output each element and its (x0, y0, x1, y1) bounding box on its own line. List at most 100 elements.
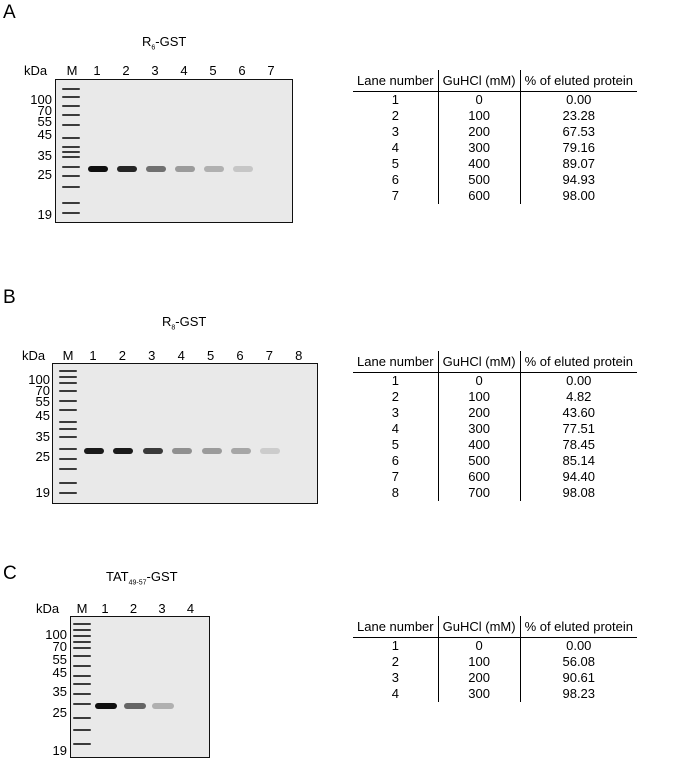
cell-guhcl: 200 (437, 670, 521, 686)
ladder-band (59, 382, 77, 384)
protein-band (123, 703, 146, 709)
cell-lane-number: 3 (391, 405, 399, 420)
ladder-band (62, 202, 80, 204)
table-row: 4 300 98.23 (353, 686, 637, 702)
gel-image (52, 363, 318, 504)
protein-band (146, 166, 166, 172)
cell-lane-number: 7 (391, 188, 399, 203)
cell-guhcl: 0 (437, 372, 521, 389)
cell-eluted-protein: 4.82 (519, 389, 637, 405)
title-main: R (162, 314, 172, 329)
cell-eluted-protein: 0.00 (519, 637, 637, 654)
ladder-band (73, 623, 91, 625)
cell-lane-number: 7 (391, 469, 399, 484)
cell-guhcl: 400 (437, 156, 521, 172)
title-main: TAT (106, 569, 129, 584)
cell-eluted-protein: 79.16 (519, 140, 637, 156)
cell-eluted-protein: 77.51 (519, 421, 637, 437)
cell-lane-number: 5 (391, 437, 399, 452)
cell-eluted-protein: 78.45 (519, 437, 637, 453)
ladder-band (59, 421, 77, 423)
kda-label: kDa (24, 63, 48, 78)
lane-label: 8 (295, 348, 303, 363)
ladder-band (73, 693, 91, 695)
gel-title: TAT49-57-GST (106, 569, 178, 587)
ladder-band (62, 105, 80, 107)
lane-label: 6 (236, 348, 244, 363)
ladder-band (59, 370, 77, 372)
cell-lane-number: 6 (391, 453, 399, 468)
protein-band (204, 166, 224, 172)
mw-label: 35 (37, 148, 52, 163)
cell-lane-number: 1 (391, 92, 399, 107)
elution-table: Lane number GuHCl (mM) % of eluted prote… (353, 351, 637, 501)
protein-band (142, 448, 163, 454)
table-row: 7 600 98.00 (353, 188, 637, 204)
cell-guhcl: 600 (437, 188, 521, 204)
lane-label: 2 (129, 601, 138, 616)
ladder-band (59, 482, 77, 484)
table-row: 6 500 85.14 (353, 453, 637, 469)
cell-eluted-protein: 98.23 (519, 686, 637, 702)
ladder-band (73, 647, 91, 649)
cell-guhcl: 100 (437, 108, 521, 124)
marker-lane-label: M (66, 63, 78, 78)
mw-label: 45 (37, 127, 52, 142)
header-guhcl: GuHCl (mM) (437, 351, 521, 373)
mw-label: 70 (35, 383, 50, 398)
table-row: 2 100 56.08 (353, 654, 637, 670)
ladder-band (73, 683, 91, 685)
ladder-band (59, 400, 77, 402)
protein-band (88, 166, 108, 172)
lane-label: 4 (177, 348, 185, 363)
header-guhcl: GuHCl (mM) (437, 70, 521, 92)
gel-title: R6-GST (142, 34, 186, 52)
mw-label: 19 (52, 743, 67, 758)
table-body: 1 0 0.00 2 100 4.82 3 200 43.60 4 300 77.51 5 400 78.4… (353, 372, 637, 501)
ladder-band (73, 729, 91, 731)
lane-label: 1 (93, 63, 101, 78)
cell-guhcl: 300 (437, 686, 521, 702)
cell-guhcl: 600 (437, 469, 521, 485)
mw-label: 35 (52, 684, 67, 699)
title-subscript: 49-57 (128, 579, 147, 587)
cell-lane-number: 4 (391, 686, 399, 701)
protein-band (113, 448, 134, 454)
lane-label: 5 (206, 348, 215, 363)
lane-label: 2 (122, 63, 130, 78)
ladder-band (73, 675, 91, 677)
ladder-band (59, 436, 77, 438)
cell-guhcl: 700 (437, 485, 521, 501)
cell-lane-number: 1 (391, 638, 399, 653)
title-subscript: 8 (171, 324, 176, 332)
mw-label: 35 (35, 429, 50, 444)
protein-band (175, 166, 195, 172)
gel-image (55, 79, 293, 223)
lane-label: 3 (151, 63, 159, 78)
table-row: 1 0 0.00 (353, 91, 637, 108)
cell-lane-number: 2 (391, 108, 399, 123)
marker-lane-label: M (76, 601, 88, 616)
ladder-band (62, 156, 80, 158)
marker-lane-label: M (62, 348, 74, 363)
panel-letter: A (3, 2, 16, 23)
ladder-band (59, 492, 77, 494)
ladder-band (62, 146, 80, 148)
gel-image (70, 616, 210, 758)
title-suffix: -GST (175, 314, 207, 329)
mw-label: 55 (35, 394, 50, 409)
table-row: 3 200 90.61 (353, 670, 637, 686)
lane-label: 1 (101, 601, 109, 616)
ladder-band (73, 703, 91, 705)
ladder-band (62, 166, 80, 168)
lane-label: 7 (267, 63, 275, 78)
table-row: 5 400 78.45 (353, 437, 637, 453)
mw-label: 45 (35, 408, 50, 423)
ladder-band (59, 376, 77, 378)
lane-label: 5 (209, 63, 217, 78)
title-subscript: 6 (151, 44, 156, 52)
cell-lane-number: 1 (391, 373, 399, 388)
lane-label: 3 (158, 601, 166, 616)
